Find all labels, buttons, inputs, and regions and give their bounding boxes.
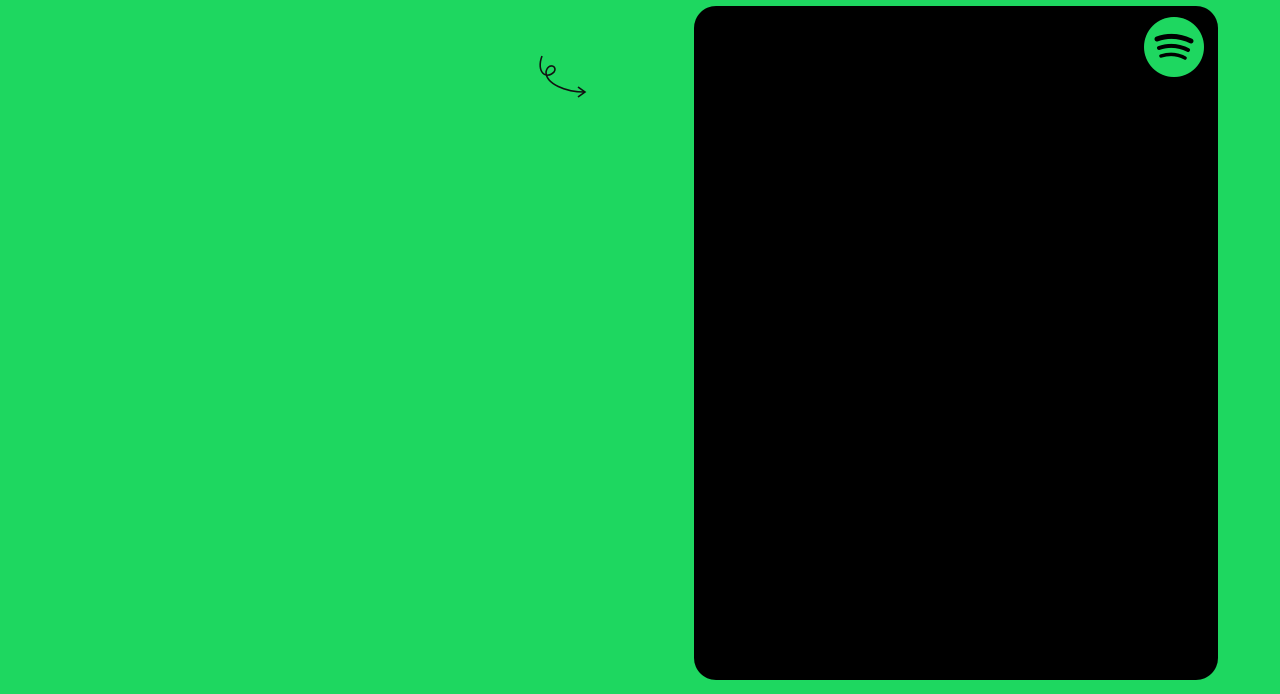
genre-popularity-panel (694, 6, 1218, 680)
spotify-logo-icon[interactable] (1143, 16, 1205, 78)
metric-strip-plot[interactable] (694, 6, 1218, 680)
curved-arrow-icon (539, 55, 587, 98)
